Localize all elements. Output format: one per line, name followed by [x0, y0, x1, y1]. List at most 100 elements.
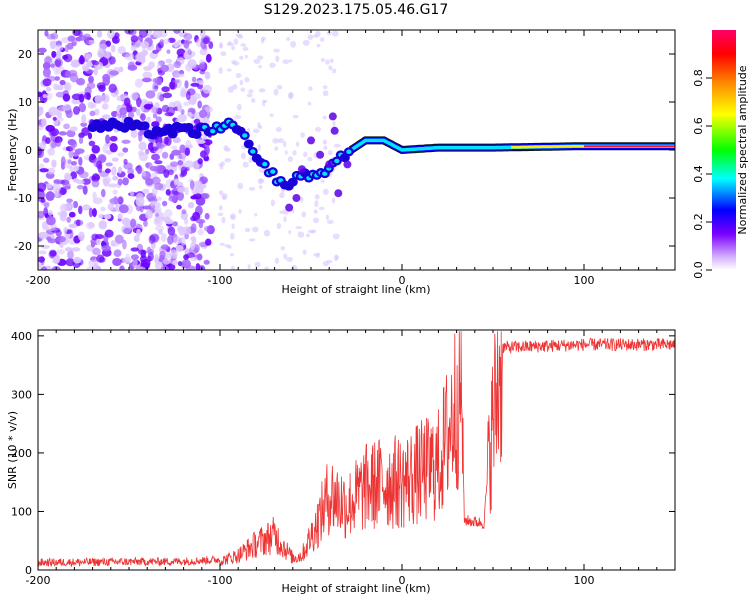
colorbar-tick-label: 0.8: [692, 69, 705, 87]
noise-blob: [103, 213, 112, 220]
noise-blob: [53, 254, 61, 264]
noise-blob: [112, 189, 118, 195]
noise-blob: [284, 150, 288, 155]
noise-blob: [174, 244, 184, 252]
noise-blob: [56, 249, 65, 255]
noise-blob: [76, 185, 84, 190]
noise-blob: [46, 215, 56, 226]
noise-blob: [205, 238, 212, 246]
noise-blob: [176, 48, 186, 57]
noise-blob: [314, 200, 319, 208]
noise-blob: [60, 210, 68, 218]
noise-blob: [318, 206, 325, 211]
noise-blob: [286, 256, 294, 263]
noise-blob: [47, 209, 53, 216]
noise-blob: [322, 90, 329, 97]
noise-blob: [194, 205, 203, 216]
noise-blob: [218, 67, 223, 75]
noise-blob: [140, 113, 146, 121]
spectrogram-x-tick-label: -100: [208, 274, 233, 287]
colorbar-tick-label: 0.0: [692, 261, 705, 279]
noise-blob: [184, 80, 189, 89]
noise-blob: [42, 78, 52, 87]
noise-blob: [122, 177, 129, 186]
ridge-blob: [119, 123, 130, 133]
noise-blob: [72, 151, 80, 156]
noise-blob: [78, 102, 87, 113]
noise-blob: [86, 61, 94, 67]
noise-blob: [72, 200, 79, 209]
colorbar-tick-label: 0.4: [692, 165, 705, 183]
noise-blob: [111, 242, 120, 247]
noise-blob: [276, 222, 282, 230]
noise-blob: [247, 264, 251, 270]
noise-blob: [173, 41, 179, 48]
noise-blob: [107, 30, 115, 39]
noise-blob: [46, 33, 56, 40]
noise-blob: [42, 67, 51, 78]
noise-blob: [78, 231, 85, 241]
snr-frame: [37, 329, 676, 571]
noise-blob: [156, 196, 162, 201]
noise-blob: [118, 204, 129, 214]
noise-blob: [222, 195, 226, 200]
noise-blob: [172, 260, 179, 266]
snr-line: [38, 331, 675, 568]
noise-blob: [138, 152, 149, 162]
noise-blob: [307, 101, 312, 106]
noise-blob: [233, 38, 239, 45]
noise-blob: [56, 235, 67, 243]
noise-blob: [327, 150, 333, 156]
noise-blob: [316, 252, 321, 258]
noise-blob: [229, 253, 234, 257]
spectrogram-x-axis-label: Height of straight line (km): [281, 283, 430, 296]
noise-blob: [119, 265, 125, 270]
snr-y-axis-label: SNR (10 * v/v): [6, 411, 19, 489]
colorbar-label: Normalized spectral amplitude: [736, 65, 749, 234]
noise-blob: [49, 250, 57, 257]
noise-blob: [154, 212, 160, 218]
noise-blob: [302, 39, 310, 46]
snr-x-axis-label: Height of straight line (km): [281, 582, 430, 595]
noise-blob: [335, 255, 339, 261]
noise-blob: [151, 146, 159, 151]
noise-blob: [279, 210, 284, 214]
ridge-blob-core: [270, 169, 276, 174]
noise-blob: [55, 91, 66, 98]
noise-blob: [168, 101, 176, 108]
noise-blob: [51, 159, 57, 168]
noise-blob: [117, 46, 126, 55]
noise-blob: [96, 30, 103, 38]
noise-blob: [145, 210, 153, 220]
noise-blob: [88, 75, 94, 84]
noise-blob: [38, 231, 49, 239]
noise-blob: [203, 37, 210, 45]
noise-blob: [45, 183, 53, 189]
noise-blob: [190, 82, 200, 87]
noise-blob: [38, 262, 42, 269]
noise-blob: [87, 101, 95, 109]
noise-blob: [62, 93, 71, 102]
noise-blob: [331, 197, 336, 204]
noise-blob: [96, 237, 101, 246]
noise-blob: [187, 201, 195, 209]
colorbar-ticks: 0.0 0.2 0.4 0.6 0.8: [692, 69, 712, 279]
noise-blob: [288, 59, 293, 63]
noise-blob: [274, 257, 280, 264]
noise-blob: [177, 261, 183, 267]
noise-blob: [43, 157, 50, 163]
noise-blob: [63, 123, 70, 130]
noise-blob: [142, 71, 153, 79]
noise-blob: [58, 131, 67, 136]
noise-blob: [283, 216, 287, 223]
spectrogram-x-tick-label: 100: [574, 274, 595, 287]
noise-blob: [85, 39, 90, 45]
noise-blob: [143, 219, 148, 227]
noise-blob: [100, 188, 106, 198]
spectrogram-y-tick-label: 0: [25, 144, 32, 157]
noise-blob: [224, 157, 232, 163]
noise-blob: [218, 190, 224, 196]
noise-blob: [180, 236, 186, 246]
noise-blob: [108, 183, 118, 188]
noise-blob: [135, 108, 141, 116]
